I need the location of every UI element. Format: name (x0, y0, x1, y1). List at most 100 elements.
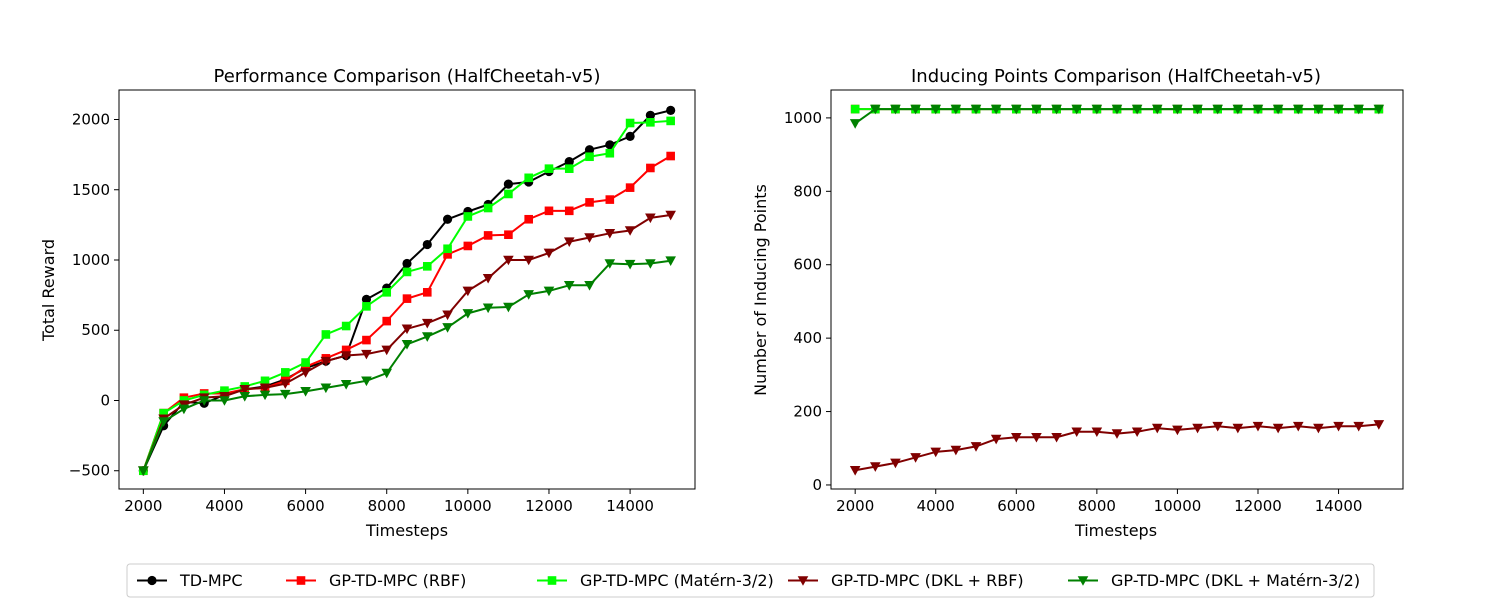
y-tick-label: 0 (812, 476, 822, 494)
series-line (142, 109, 671, 472)
y-tick-label: 2000 (72, 111, 110, 129)
data-point (401, 324, 413, 335)
data-point (259, 383, 271, 394)
plot-area: 2000 4000 6000 8000 10000 12000 14000 −500 0 500 1… (69, 89, 696, 515)
legend-marker (1077, 576, 1089, 586)
data-point (422, 288, 432, 297)
data-point (1111, 429, 1123, 439)
data-point (1051, 104, 1062, 115)
data-point (1031, 432, 1042, 443)
x-tick-label: 2000 (124, 497, 162, 515)
axis-ticks: 2000 4000 6000 8000 10000 12000 14000 −500 0 500 1… (69, 111, 654, 515)
data-point (402, 258, 412, 269)
data-point (442, 214, 453, 224)
data-point (443, 244, 452, 254)
data-point (503, 255, 514, 266)
data-point (422, 239, 432, 250)
data-point (870, 462, 881, 472)
data-point (280, 389, 291, 400)
legend-entry: GP-TD-MPC (RBF) (286, 571, 466, 590)
data-point (970, 104, 982, 115)
data-point (1172, 425, 1183, 436)
data-point (442, 310, 453, 321)
data-point (381, 368, 393, 379)
data-point (666, 116, 675, 126)
data-point (584, 233, 595, 243)
data-point (870, 104, 881, 115)
data-point (930, 104, 942, 115)
data-point (523, 290, 534, 300)
x-tick-label: 12000 (1234, 497, 1282, 515)
legend-marker (147, 575, 157, 586)
data-point (1373, 420, 1385, 430)
data-point (585, 152, 594, 162)
data-point (1292, 421, 1304, 432)
x-tick-label: 8000 (1078, 497, 1116, 515)
data-point (361, 349, 372, 360)
plot-area: 2000 4000 6000 8000 10000 12000 14000 0 200 400 60… (784, 89, 1404, 515)
data-point (970, 442, 982, 452)
data-point (341, 345, 351, 355)
data-point (1353, 421, 1364, 432)
y-tick-label: 500 (81, 321, 110, 339)
data-point (1313, 423, 1324, 434)
data-point (990, 434, 1002, 445)
data-point (625, 131, 635, 141)
legend-label: TD-MPC (179, 571, 243, 590)
data-point (849, 119, 861, 129)
data-point (604, 229, 616, 239)
data-point (1010, 104, 1022, 115)
data-point (890, 458, 901, 469)
data-point (624, 259, 636, 270)
data-point (646, 163, 655, 173)
data-point (1091, 104, 1103, 115)
data-point (584, 280, 595, 291)
legend-label: GP-TD-MPC (RBF) (329, 571, 466, 590)
data-point (421, 332, 433, 342)
data-point (320, 356, 332, 367)
data-point (138, 466, 149, 477)
data-point (950, 104, 962, 115)
data-point (850, 104, 860, 114)
data-point (524, 173, 533, 183)
data-point (503, 302, 514, 313)
performance-chart: Performance Comparison (HalfCheetah-v5) … (39, 66, 696, 540)
y-tick-label: 1500 (72, 181, 110, 199)
data-point (504, 230, 513, 240)
data-point (341, 321, 351, 331)
chart-title: Inducing Points Comparison (HalfCheetah-… (911, 66, 1321, 87)
data-point (1232, 423, 1244, 434)
data-point (890, 104, 901, 115)
legend-label: GP-TD-MPC (DKL + RBF) (831, 571, 1024, 590)
data-point (504, 189, 513, 199)
data-point (665, 256, 676, 266)
data-point (178, 404, 190, 415)
data-point (300, 387, 311, 397)
data-point (1131, 104, 1143, 115)
data-point (1272, 423, 1284, 434)
data-point (564, 164, 574, 173)
data-point (1292, 104, 1304, 115)
data-point (503, 179, 514, 189)
y-tick-label: 0 (100, 391, 110, 409)
data-point (910, 104, 921, 115)
data-point (1333, 104, 1344, 115)
y-tick-label: 800 (793, 182, 822, 200)
plot-frame (830, 89, 1404, 490)
legend-entry: GP-TD-MPC (DKL + RBF) (788, 571, 1024, 590)
data-point (1252, 104, 1264, 115)
data-point (1373, 104, 1385, 115)
series-gp-td-mpc-rbf (139, 151, 675, 476)
data-point (382, 288, 392, 297)
chart-title: Performance Comparison (HalfCheetah-v5) (214, 66, 601, 87)
data-point (321, 330, 331, 339)
x-tick-label: 8000 (368, 497, 406, 515)
data-point (625, 183, 635, 192)
data-point (523, 255, 534, 266)
data-point (158, 417, 169, 427)
data-point (605, 195, 615, 204)
data-point (1232, 104, 1244, 115)
data-point (543, 286, 555, 297)
data-point (1131, 427, 1143, 438)
data-point (422, 262, 432, 271)
